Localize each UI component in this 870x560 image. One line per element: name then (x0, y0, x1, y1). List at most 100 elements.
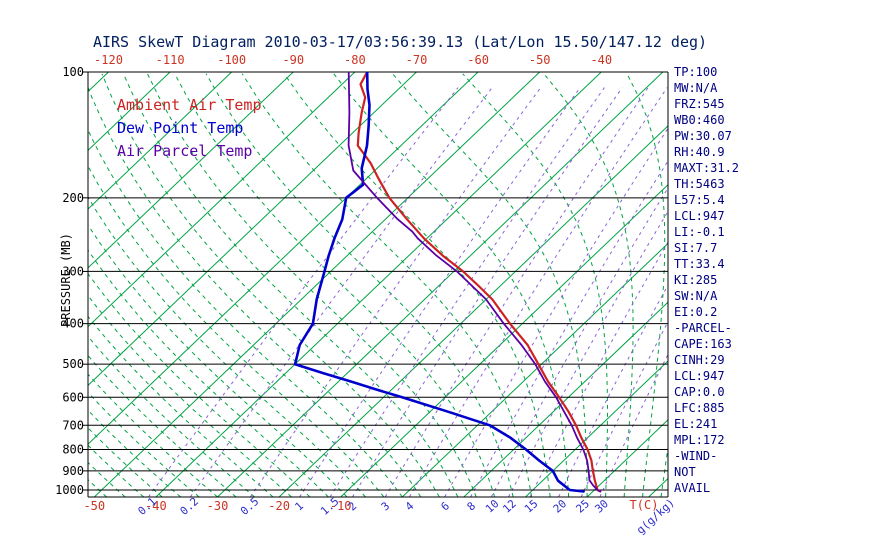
chart-title: AIRS SkewT Diagram 2010-03-17/03:56:39.1… (92, 33, 708, 51)
pressure-tick-label: 200 (62, 191, 84, 205)
stats-line: SI:7.7 (674, 241, 718, 255)
stats-line: LCL:947 (674, 369, 725, 383)
pressure-tick-label: 700 (62, 418, 84, 432)
stats-line: AVAIL (674, 481, 711, 495)
pressure-tick-label: 800 (62, 442, 84, 456)
moist-adiabat-line (462, 73, 608, 497)
pressure-tick-label: 600 (62, 390, 84, 404)
mixing-ratio-line (470, 160, 668, 497)
top-temp-tick-label: -60 (467, 53, 489, 67)
moist-adiabat-line (101, 73, 440, 497)
bottom-temp-tick-label: -20 (268, 499, 290, 513)
sounding-curves (293, 72, 602, 493)
stats-line: RH:40.9 (674, 145, 725, 159)
mixing-ratio-line (299, 87, 581, 497)
dew-point-curve (293, 72, 585, 493)
isotherm-line (401, 242, 668, 497)
stats-line: CAPE:163 (674, 337, 732, 351)
moist-adiabat-line (0, 74, 14, 497)
mixing-ratio-tick-label: 30 (592, 497, 611, 516)
isotherm-line (586, 419, 668, 497)
isotherm-line (0, 72, 47, 497)
top-temp-tick-label: -50 (529, 53, 551, 67)
isotherm-line (463, 301, 668, 497)
isotherm-line (88, 72, 479, 445)
stats-line: TT:33.4 (674, 257, 725, 271)
moist-adiabat-line (88, 496, 89, 497)
bottom-temp-tick-label: -10 (330, 499, 352, 513)
mixing-ratio-line (529, 241, 668, 497)
moist-adiabat-line (88, 86, 422, 497)
stats-line: CINH:29 (674, 353, 725, 367)
isotherm-line (88, 72, 109, 93)
legend-dew-point-temp: Dew Point Temp (117, 119, 244, 137)
mixing-ratio-line (148, 87, 459, 497)
stats-line: -WIND- (674, 449, 718, 463)
mixing-ratio-line (558, 284, 668, 497)
stats-line: MW:N/A (674, 81, 718, 95)
stats-line: LCL:947 (674, 209, 725, 223)
top-temp-tick-label: -90 (282, 53, 304, 67)
mixing-ratio-tick-label: 3 (379, 499, 393, 513)
moist-adiabat-line (88, 409, 181, 497)
moist-adiabat-line (543, 73, 634, 497)
bottom-temp-tick-label: -50 (83, 499, 105, 513)
stats-line: MPL:172 (674, 433, 725, 447)
top-temp-tick-label: -70 (406, 53, 428, 67)
stats-line: WB0:460 (674, 113, 725, 127)
isotherm-line (217, 72, 664, 497)
mixing-ratio-tick-label: 10 (483, 497, 502, 516)
bottom-temp-tick-label: -40 (145, 499, 167, 513)
mixing-ratio-line (249, 87, 542, 497)
stats-line: -PARCEL- (674, 321, 732, 335)
stats-line: KI:285 (674, 273, 718, 287)
stats-line: PW:30.07 (674, 129, 732, 143)
stats-line: MAXT:31.2 (674, 161, 740, 175)
top-temp-tick-label: -100 (217, 53, 246, 67)
isotherm-line (88, 72, 171, 151)
moist-adiabat-line (88, 373, 218, 497)
background-grid (0, 72, 668, 497)
y-axis-title: PRESSURE (MB) (59, 233, 73, 327)
moist-adiabat-line (88, 315, 274, 497)
mixing-ratio-tick-label: 1 (292, 499, 306, 513)
mixing-ratio-tick-label: 0.5 (238, 495, 261, 518)
moist-adiabat-line (88, 272, 311, 497)
stats-line: TP:100 (674, 65, 718, 79)
stats-line: EL:241 (674, 417, 718, 431)
moist-adiabat-line (88, 294, 292, 497)
moist-adiabat-line (88, 479, 107, 497)
stats-line: SW:N/A (674, 289, 718, 303)
stats-panel: TP:100 MW:N/A FRZ:545 WB0:460 PW:30.07 RH:40.… (674, 64, 739, 496)
moist-adiabat-line (88, 164, 385, 497)
top-temp-tick-label: -120 (94, 53, 123, 67)
moist-adiabat-line (88, 223, 348, 497)
isotherm-line (525, 360, 668, 497)
stats-line: EI:0.2 (674, 305, 718, 319)
moist-adiabat-line (392, 73, 588, 497)
mixing-ratio-line (508, 210, 668, 497)
stats-line: LI:-0.1 (674, 225, 725, 239)
ambient-temp-curve (356, 72, 602, 493)
pressure-tick-label: 500 (62, 357, 84, 371)
mixing-ratio-line (352, 87, 623, 497)
moist-adiabat-line (122, 73, 459, 497)
moist-adiabat-line (174, 73, 496, 497)
isotherm-line (155, 72, 602, 497)
stats-line: NOT (674, 465, 696, 479)
mixing-ratio-line (599, 353, 668, 497)
moist-adiabat-line (205, 73, 514, 497)
top-temp-tick-label: -80 (344, 53, 366, 67)
isotherm-line (88, 72, 233, 210)
stats-line: L57:5.4 (674, 193, 725, 207)
mixing-ratio-line (408, 87, 668, 497)
mixing-ratio-line (329, 87, 605, 497)
temp-unit-label: T(C) (630, 498, 659, 512)
isotherm-line (340, 183, 668, 497)
isotherm-line (88, 72, 294, 269)
moist-adiabat-line (88, 335, 255, 497)
mixing-ratio-line (580, 320, 668, 497)
pressure-tick-label: 1000 (55, 483, 84, 497)
isotherm-line (278, 125, 668, 497)
